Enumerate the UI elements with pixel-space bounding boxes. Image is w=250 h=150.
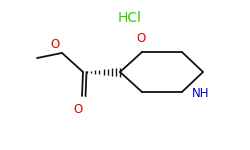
- Text: O: O: [50, 38, 59, 51]
- Text: O: O: [74, 103, 83, 116]
- Text: HCl: HCl: [118, 11, 142, 25]
- Text: O: O: [136, 32, 145, 45]
- Text: NH: NH: [192, 87, 210, 100]
